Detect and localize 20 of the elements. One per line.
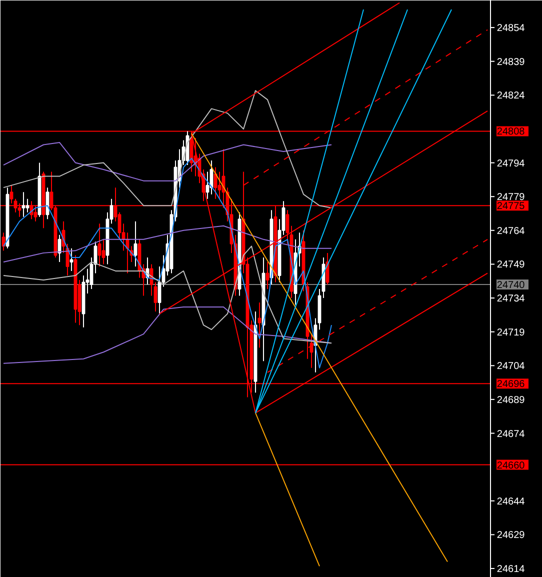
ref-line-label: 24775 xyxy=(496,201,526,212)
y-tick-label: 24824 xyxy=(496,90,526,102)
y-tick-label: 24674 xyxy=(496,428,526,440)
y-tick-label: 24719 xyxy=(496,327,526,338)
y-tick-label: 24779 xyxy=(496,192,526,204)
ref-line-label: 24740 xyxy=(496,280,526,291)
y-tick-label: 24734 xyxy=(496,294,526,305)
y-tick-label: 24614 xyxy=(496,564,526,575)
y-tick-label: 24794 xyxy=(496,158,526,170)
ref-line-label: 24696 xyxy=(496,379,526,390)
y-tick-label: 24854 xyxy=(496,23,526,34)
ref-line-label: 24808 xyxy=(496,126,526,138)
y-tick-label: 24839 xyxy=(496,56,526,68)
y-tick-label: 24644 xyxy=(496,496,526,508)
y-tick-label: 24689 xyxy=(496,394,526,406)
y-tick-label: 24764 xyxy=(496,226,526,237)
y-tick-label: 24629 xyxy=(496,530,526,542)
ref-line-label: 24660 xyxy=(496,460,526,472)
y-tick-label: 24749 xyxy=(496,260,526,271)
y-tick-label: 24704 xyxy=(496,361,526,372)
